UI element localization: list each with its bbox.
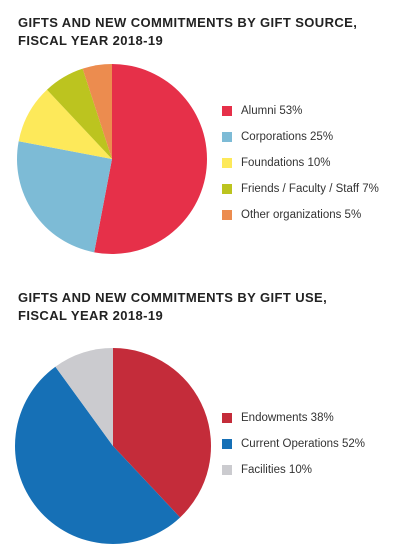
pie-slice xyxy=(16,141,112,253)
legend-swatch xyxy=(222,465,232,475)
legend-label: Foundations 10% xyxy=(241,157,331,169)
pie-chart xyxy=(15,348,211,544)
legend-label: Endowments 38% xyxy=(241,412,334,424)
legend-item: Other organizations 5% xyxy=(222,202,379,228)
chart-title: GIFTS AND NEW COMMITMENTS BY GIFT SOURCE… xyxy=(18,14,357,50)
pie-slice xyxy=(94,64,207,254)
legend-swatch xyxy=(222,132,232,142)
chart-legend: Alumni 53% Corporations 25% Foundations 10… xyxy=(222,98,379,228)
pie-slice xyxy=(55,348,113,446)
pie-slice xyxy=(46,68,112,159)
legend-label: Corporations 25% xyxy=(241,131,334,143)
chart-title-line: GIFTS AND NEW COMMITMENTS BY GIFT USE, xyxy=(18,290,328,305)
legend-item: Facilities 10% xyxy=(222,457,365,483)
legend-label: Alumni 53% xyxy=(241,105,303,117)
chart-legend: Endowments 38% Current Operations 52% Faci… xyxy=(222,405,365,483)
legend-item: Friends / Faculty / Staff 7% xyxy=(222,176,379,202)
chart-gift-use: GIFTS AND NEW COMMITMENTS BY GIFT USE, F… xyxy=(0,275,400,544)
pie-slice xyxy=(82,64,112,159)
legend-item: Corporations 25% xyxy=(222,124,379,150)
pie-slice xyxy=(113,348,211,518)
legend-item: Current Operations 52% xyxy=(222,431,365,457)
chart-title-line: FISCAL YEAR 2018-19 xyxy=(18,33,164,48)
legend-item: Alumni 53% xyxy=(222,98,379,124)
legend-swatch xyxy=(222,439,232,449)
chart-title-line: FISCAL YEAR 2018-19 xyxy=(18,308,164,323)
chart-title-line: GIFTS AND NEW COMMITMENTS BY GIFT SOURCE… xyxy=(18,15,358,30)
legend-label: Other organizations 5% xyxy=(241,209,362,221)
legend-swatch xyxy=(222,158,232,168)
pie-chart xyxy=(16,64,207,254)
legend-label: Friends / Faculty / Staff 7% xyxy=(241,183,379,195)
legend-item: Foundations 10% xyxy=(222,150,379,176)
legend-swatch xyxy=(222,184,232,194)
legend-swatch xyxy=(222,413,232,423)
legend-swatch xyxy=(222,210,232,220)
legend-label: Facilities 10% xyxy=(241,464,312,476)
legend-item: Endowments 38% xyxy=(222,405,365,431)
legend-swatch xyxy=(222,106,232,116)
legend-label: Current Operations 52% xyxy=(241,438,366,450)
pie-slice xyxy=(15,366,181,544)
chart-gift-source: GIFTS AND NEW COMMITMENTS BY GIFT SOURCE… xyxy=(0,0,400,260)
pie-slice xyxy=(18,89,113,159)
chart-title: GIFTS AND NEW COMMITMENTS BY GIFT USE, F… xyxy=(18,289,327,325)
